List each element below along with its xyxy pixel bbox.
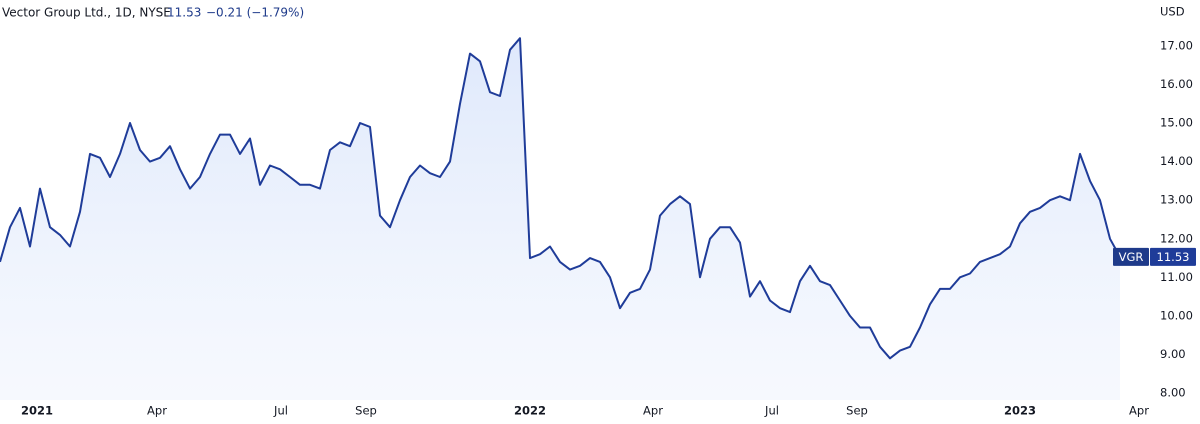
price-line — [0, 37, 1121, 360]
x-tick-label: Apr — [1129, 404, 1149, 418]
x-tick-label: 2022 — [514, 404, 546, 418]
y-axis-label: USD — [1160, 5, 1185, 19]
y-tick-label: 13.00 — [1160, 193, 1193, 207]
y-tick-label: 12.00 — [1160, 231, 1193, 245]
x-tick-label: Sep — [846, 404, 868, 418]
y-tick-label: 10.00 — [1160, 308, 1193, 322]
x-tick-label: Jul — [764, 404, 779, 418]
x-tick-label: Sep — [355, 404, 377, 418]
y-tick-label: 17.00 — [1160, 38, 1193, 52]
x-tick-label: 2023 — [1004, 404, 1036, 418]
symbol-label: VGR — [1119, 250, 1144, 264]
area-fill — [0, 38, 1120, 400]
y-tick-label: 14.00 — [1160, 154, 1193, 168]
y-tick-label: 16.00 — [1160, 77, 1193, 91]
y-tick-label: 11.00 — [1160, 270, 1193, 284]
x-tick-label: 2021 — [21, 404, 53, 418]
y-tick-label: 15.00 — [1160, 116, 1193, 130]
chart-title: Vector Group Ltd., 1D, NYSE — [2, 6, 171, 20]
x-tick-label: Apr — [147, 404, 167, 418]
price-tag-label: 11.53 — [1157, 250, 1190, 264]
y-tick-label: 9.00 — [1160, 347, 1186, 361]
price-change: −0.21 (−1.79%) — [206, 6, 304, 20]
x-tick-label: Apr — [643, 404, 663, 418]
last-price: 11.53 — [167, 6, 201, 20]
symbol-tag — [1113, 247, 1149, 266]
y-tick-label: 8.00 — [1160, 386, 1186, 400]
x-tick-label: Jul — [273, 404, 288, 418]
price-tag — [1150, 247, 1196, 266]
